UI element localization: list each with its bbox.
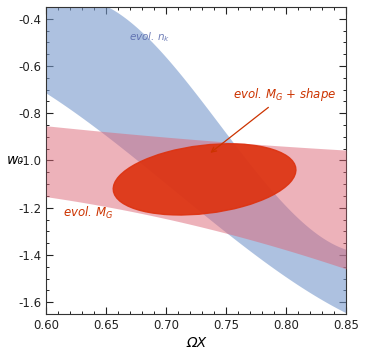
Text: evol. $M_G$: evol. $M_G$ [63, 205, 113, 221]
Y-axis label: w₀: w₀ [7, 154, 24, 167]
X-axis label: ΩΧ: ΩΧ [186, 336, 206, 350]
Ellipse shape [113, 144, 296, 215]
Text: evol. $M_G$ + shape: evol. $M_G$ + shape [212, 86, 337, 152]
Text: evol. $n_k$: evol. $n_k$ [129, 30, 170, 44]
